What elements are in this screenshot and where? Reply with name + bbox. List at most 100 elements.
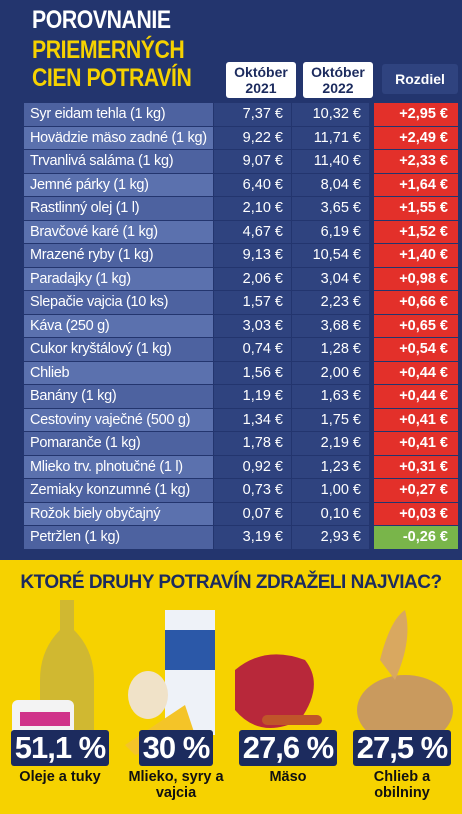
price-2021: 1,19 € [213, 385, 291, 408]
category-label: Oleje a tuky [19, 769, 101, 785]
table-row: Petržlen (1 kg) 3,19 €2,93 € -0,26 € [24, 526, 458, 550]
column-header: Rozdiel [382, 64, 458, 94]
category-item: 30 % Mlieko, syry a vajcia [120, 730, 232, 801]
bottom-panel: KTORÉ DRUHY POTRAVÍN ZDRAŽELI NAJVIAC? 5… [0, 560, 462, 814]
sausage [262, 715, 322, 725]
price-difference: +2,95 € [374, 103, 458, 126]
price-2021: 0,07 € [213, 502, 291, 525]
price-2022: 0,10 € [291, 502, 369, 525]
price-difference: +2,49 € [374, 126, 458, 149]
price-2022: 1,00 € [291, 479, 369, 502]
price-2021: 0,73 € [213, 479, 291, 502]
table-row: Paradajky (1 kg) 2,06 €3,04 € +0,98 € [24, 267, 458, 291]
price-2021: 2,06 € [213, 267, 291, 290]
item-name: Mlieko trv. plnotučné (1 l) [24, 455, 213, 478]
price-2022: 1,75 € [291, 408, 369, 431]
price-2021: 4,67 € [213, 220, 291, 243]
item-name: Rožok biely obyčajný [24, 502, 213, 525]
egg [128, 671, 168, 719]
price-difference: +1,55 € [374, 197, 458, 220]
item-name: Trvanlivá saláma (1 kg) [24, 150, 213, 173]
price-2021: 6,40 € [213, 173, 291, 196]
price-2022: 11,40 € [291, 150, 369, 173]
table-row: Bravčové karé (1 kg) 4,67 €6,19 € +1,52 € [24, 220, 458, 244]
price-difference: -0,26 € [374, 526, 458, 549]
milk-label [165, 630, 215, 670]
category-percent: 27,5 % [352, 730, 452, 766]
price-difference: +0,44 € [374, 385, 458, 408]
price-2021: 9,07 € [213, 150, 291, 173]
price-2021: 9,13 € [213, 244, 291, 267]
category-percent: 30 % [138, 730, 214, 766]
price-2021: 7,37 € [213, 103, 291, 126]
price-2022: 10,32 € [291, 103, 369, 126]
price-2021: 0,92 € [213, 455, 291, 478]
category-label: Chlieb a obilniny [373, 769, 431, 801]
table-row: Cestoviny vaječné (500 g) 1,34 €1,75 € +0,… [24, 408, 458, 432]
category-label: Mäso [269, 769, 307, 785]
price-difference: +0,31 € [374, 455, 458, 478]
price-difference: +0,65 € [374, 314, 458, 337]
item-name: Zemiaky konzumné (1 kg) [24, 479, 213, 502]
price-2022: 6,19 € [291, 220, 369, 243]
price-difference: +0,66 € [374, 291, 458, 314]
category-percent: 51,1 % [10, 730, 110, 766]
table-row: Cukor kryštálový (1 kg) 0,74 €1,28 € +0,54… [24, 338, 458, 362]
price-2021: 1,57 € [213, 291, 291, 314]
item-name: Bravčové karé (1 kg) [24, 220, 213, 243]
price-2022: 1,28 € [291, 338, 369, 361]
table-row: Banány (1 kg) 1,19 €1,63 € +0,44 € [24, 385, 458, 409]
category-item: 51,1 % Oleje a tuky [4, 730, 116, 785]
item-name: Cestoviny vaječné (500 g) [24, 408, 213, 431]
price-2021: 1,56 € [213, 361, 291, 384]
table-row: Zemiaky konzumné (1 kg) 0,73 €1,00 € +0,27… [24, 479, 458, 503]
price-2022: 3,04 € [291, 267, 369, 290]
price-2021: 2,10 € [213, 197, 291, 220]
baguette [380, 610, 408, 680]
price-difference: +0,98 € [374, 267, 458, 290]
price-difference: +1,40 € [374, 244, 458, 267]
category-item: 27,5 % Chlieb a obilniny [346, 730, 458, 801]
price-difference: +0,44 € [374, 361, 458, 384]
price-2022: 2,93 € [291, 526, 369, 549]
price-difference: +0,27 € [374, 479, 458, 502]
price-2021: 3,03 € [213, 314, 291, 337]
bottom-heading: KTORÉ DRUHY POTRAVÍN ZDRAŽELI NAJVIAC? [20, 572, 442, 593]
item-name: Banány (1 kg) [24, 385, 213, 408]
price-2022: 3,68 € [291, 314, 369, 337]
bread [357, 675, 453, 745]
item-name: Cukor kryštálový (1 kg) [24, 338, 213, 361]
category-item: 27,6 % Mäso [232, 730, 344, 785]
price-difference: +0,54 € [374, 338, 458, 361]
table-row: Trvanlivá saláma (1 kg) 9,07 €11,40 € +2,3… [24, 150, 458, 174]
category-percent: 27,6 % [238, 730, 338, 766]
table-row: Chlieb 1,56 €2,00 € +0,44 € [24, 361, 458, 385]
column-header: Október 2022 [303, 62, 373, 98]
price-difference: +0,41 € [374, 408, 458, 431]
item-name: Jemné párky (1 kg) [24, 173, 213, 196]
table-row: Hovädzie mäso zadné (1 kg) 9,22 €11,71 € +… [24, 126, 458, 150]
price-difference: +1,64 € [374, 173, 458, 196]
price-2021: 1,34 € [213, 408, 291, 431]
title-line: CIEN POTRAVÍN [32, 64, 192, 92]
price-2022: 2,00 € [291, 361, 369, 384]
item-name: Syr eidam tehla (1 kg) [24, 103, 213, 126]
price-2022: 8,04 € [291, 173, 369, 196]
title-line: PRIEMERNÝCH [32, 36, 185, 64]
table-row: Mrazené ryby (1 kg) 9,13 €10,54 € +1,40 € [24, 244, 458, 268]
table-row: Syr eidam tehla (1 kg) 7,37 €10,32 € +2,95… [24, 103, 458, 127]
category-label: Mlieko, syry a vajcia [128, 769, 224, 801]
price-2022: 2,19 € [291, 432, 369, 455]
item-name: Petržlen (1 kg) [24, 526, 213, 549]
meat [235, 654, 314, 728]
price-difference: +0,41 € [374, 432, 458, 455]
table-row: Rožok biely obyčajný 0,07 €0,10 € +0,03 € [24, 502, 458, 526]
item-name: Rastlinný olej (1 l) [24, 197, 213, 220]
table-row: Jemné párky (1 kg) 6,40 €8,04 € +1,64 € [24, 173, 458, 197]
price-2022: 1,63 € [291, 385, 369, 408]
price-2022: 3,65 € [291, 197, 369, 220]
item-name: Slepačie vajcia (10 ks) [24, 291, 213, 314]
price-difference: +1,52 € [374, 220, 458, 243]
table-row: Pomaranče (1 kg) 1,78 €2,19 € +0,41 € [24, 432, 458, 456]
